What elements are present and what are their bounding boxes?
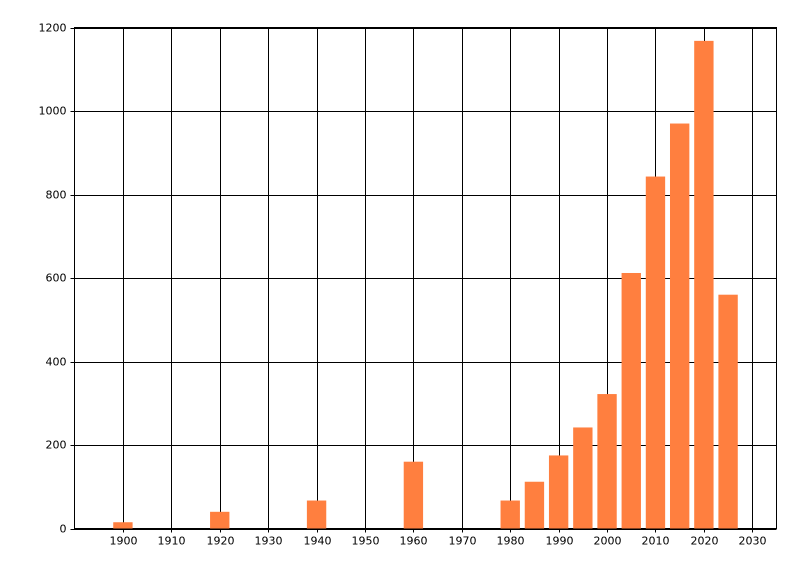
y-tick-label: 1000 (39, 105, 67, 118)
x-tick-label: 2030 (739, 535, 767, 548)
x-tick-label: 1930 (255, 535, 283, 548)
x-tick-label: 1910 (158, 535, 186, 548)
bar (548, 455, 569, 529)
x-tick-label: 2020 (691, 535, 719, 548)
bar (524, 481, 545, 529)
y-tick-label: 800 (46, 189, 67, 202)
bar (645, 176, 666, 529)
x-tick-label: 1920 (207, 535, 235, 548)
x-tick-label: 1940 (304, 535, 332, 548)
bar (597, 394, 617, 529)
bar (113, 522, 133, 529)
bar (573, 427, 593, 529)
bar (306, 500, 327, 529)
x-tick-label: 1960 (400, 535, 428, 548)
x-tick-label: 1980 (497, 535, 525, 548)
x-tick-label: 2010 (642, 535, 670, 548)
bar (621, 272, 641, 529)
x-tick-label: 2000 (594, 535, 622, 548)
bar (403, 461, 424, 529)
y-tick-label: 600 (46, 272, 67, 285)
bar (718, 294, 738, 529)
bar (500, 500, 520, 529)
y-tick-label: 200 (46, 439, 67, 452)
x-tick-label: 1950 (352, 535, 380, 548)
x-tick-label: 1900 (110, 535, 138, 548)
y-tick-label: 400 (46, 356, 67, 369)
y-tick-label: 0 (60, 523, 67, 536)
bar (669, 123, 690, 529)
y-tick-label: 1200 (39, 22, 67, 35)
bar (210, 511, 230, 529)
x-tick-label: 1990 (546, 535, 574, 548)
bar (694, 40, 714, 529)
x-tick-label: 1970 (449, 535, 477, 548)
